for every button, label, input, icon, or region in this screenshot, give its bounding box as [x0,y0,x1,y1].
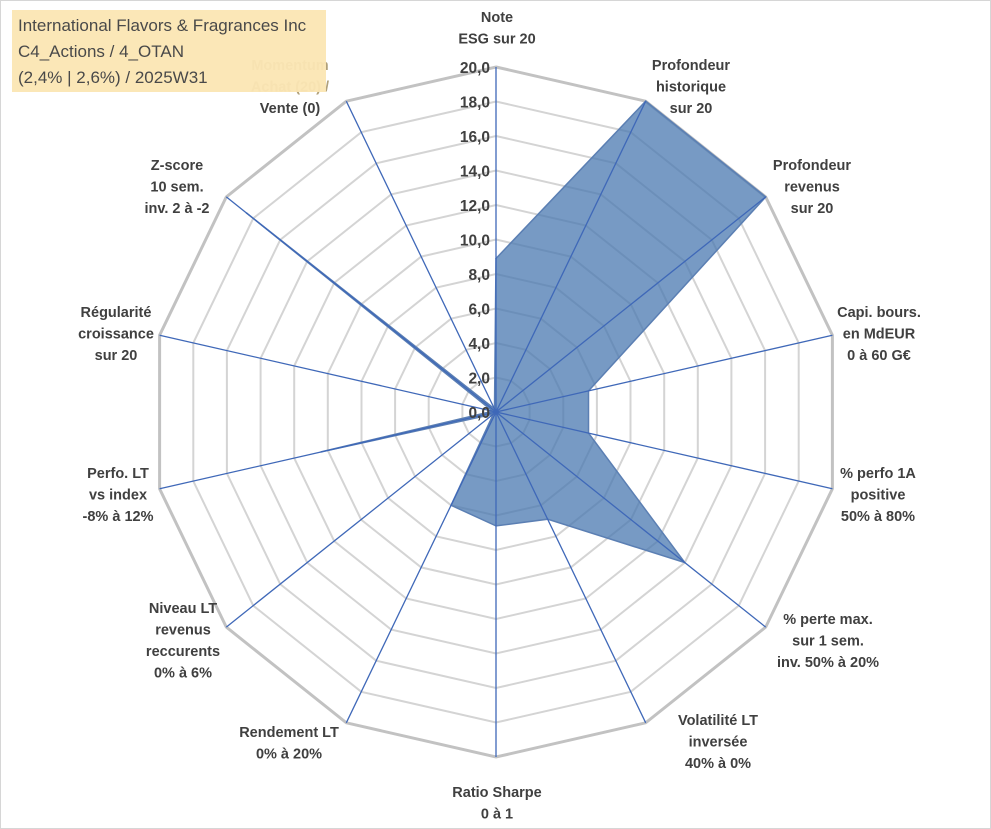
axis-label: Profondeur revenus sur 20 [773,158,851,217]
axis-label-line: reccurents [146,644,220,660]
tick-label: 4,0 [468,336,490,353]
axis-label-line: Perfo. LT [87,466,149,482]
axis-label-line: Volatilité LT [678,713,758,729]
tick-label: 8,0 [468,267,490,284]
axis-spoke [345,411,497,724]
axis-label: Z-score 10 sem. inv. 2 à -2 [144,158,209,217]
chart-period: (2,4% | 2,6%) / 2025W31 [18,68,208,87]
axis-label-line: Note [481,10,513,26]
axis-spoke [495,411,647,724]
axis-label-line: Niveau LT [149,601,217,617]
axis-label-line: ESG sur 20 [458,32,535,48]
axis-label-line: 0 à 60 G€ [847,348,911,364]
axis-label-line: Z-score [151,158,203,174]
axis-label: Ratio Sharpe 0 à 1 [452,785,541,823]
axis-label-line: Rendement LT [239,725,339,741]
axis-label-line: vs index [89,488,147,504]
axis-label: Note ESG sur 20 [458,10,535,48]
chart-title-box: International Flavors & Fragrances Inc C… [12,10,326,92]
axis-label-line: Vente (0) [260,101,321,117]
axis-label: Perfo. LT vs index -8% à 12% [83,466,154,525]
axis-label-line: en MdEUR [843,327,916,343]
axis-label-line: sur 1 sem. [792,634,864,650]
series-area [246,100,767,565]
tick-label: 14,0 [460,164,490,181]
radar-tick-labels: 0,0 2,0 4,0 6,0 8,0 10,0 12,0 14,0 16,0 18,0 20,0 [460,60,490,422]
axis-label-line: % perte max. [783,612,872,628]
axis-label-line: % perfo 1A [840,466,916,482]
chart-subtitle: C4_Actions / 4_OTAN [18,42,184,61]
axis-label-line: 0 à 1 [481,807,513,823]
axis-spoke [495,334,833,413]
axis-label: Régularité croissance sur 20 [78,305,154,364]
axis-label-line: croissance [78,327,154,343]
tick-label: 10,0 [460,233,490,250]
axis-spoke [495,411,833,490]
axis-label-line: positive [851,488,906,504]
axis-label-line: -8% à 12% [83,509,154,525]
axis-label-line: 40% à 0% [685,756,751,772]
tick-label: 20,0 [460,60,490,77]
tick-label: 6,0 [468,302,490,319]
tick-label: 16,0 [460,129,490,146]
axis-spoke [495,411,767,628]
axis-label: Capi. bours. en MdEUR 0 à 60 G€ [837,305,921,364]
axis-label-line: revenus [784,180,840,196]
tick-label: 2,0 [468,371,490,388]
axis-spoke [495,196,767,413]
axis-label-line: inversée [689,735,748,751]
axis-label-line: 50% à 80% [841,509,915,525]
axis-label-line: sur 20 [95,348,138,364]
axis-label: % perfo 1A positive 50% à 80% [840,466,916,525]
axis-label-line: Capi. bours. [837,305,921,321]
axis-label-line: 0% à 6% [154,666,212,682]
axis-label-line: inv. 50% à 20% [777,655,879,671]
axis-spoke [159,411,497,490]
axis-label-line: historique [656,80,726,96]
tick-label: 18,0 [460,95,490,112]
radar-spokes [159,67,833,757]
axis-label-line: 0% à 20% [256,747,322,763]
axis-label-line: sur 20 [670,101,713,117]
axis-label-line: sur 20 [791,201,834,217]
tick-label: 0,0 [468,405,490,422]
axis-spoke [225,411,497,628]
radar-series [245,100,767,565]
axis-spoke [495,100,647,413]
axis-label: Volatilité LT inversée 40% à 0% [678,713,758,772]
chart-title: International Flavors & Fragrances Inc [18,16,307,35]
axis-label: Niveau LT revenus reccurents 0% à 6% [146,601,220,682]
axis-spoke [345,100,497,413]
axis-spoke [225,196,497,413]
axis-label-line: Régularité [81,305,152,321]
axis-label-line: inv. 2 à -2 [144,201,209,217]
axis-label-line: revenus [155,623,211,639]
axis-spoke [159,334,497,413]
axis-label: Rendement LT 0% à 20% [239,725,339,763]
axis-label: % perte max. sur 1 sem. inv. 50% à 20% [777,612,879,671]
axis-label-line: Profondeur [652,58,730,74]
axis-label: Profondeur historique sur 20 [652,58,730,117]
tick-label: 12,0 [460,198,490,215]
axis-label-line: Ratio Sharpe [452,785,541,801]
axis-label-line: 10 sem. [150,180,203,196]
axis-label-line: Profondeur [773,158,851,174]
